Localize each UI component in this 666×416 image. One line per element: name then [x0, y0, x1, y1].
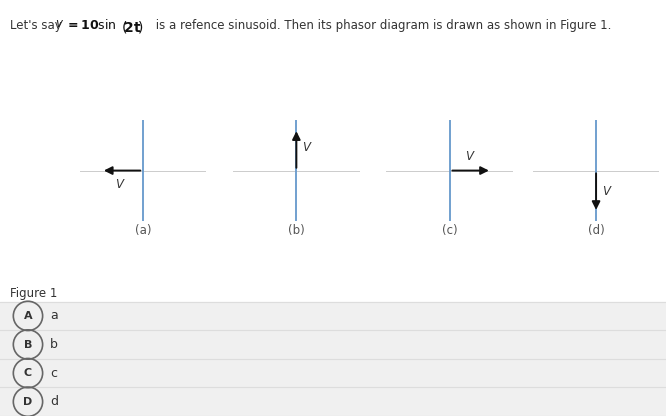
- Text: $\mathbf{\!\left(\!2t\!\right)}$: $\mathbf{\!\left(\!2t\!\right)}$: [122, 19, 144, 35]
- Text: (c): (c): [442, 224, 458, 237]
- Text: (a): (a): [135, 224, 151, 237]
- Text: A: A: [24, 311, 32, 321]
- Text: D: D: [23, 397, 33, 407]
- Text: $V$: $V$: [302, 141, 312, 154]
- Text: $V$: $V$: [466, 150, 476, 163]
- Text: b: b: [50, 338, 58, 351]
- Text: (d): (d): [587, 224, 605, 237]
- Text: $v$: $v$: [55, 17, 65, 30]
- Text: Figure 1: Figure 1: [10, 287, 57, 300]
- Text: a: a: [50, 310, 58, 322]
- Text: is a refence sinusoid. Then its phasor diagram is drawn as shown in Figure 1.: is a refence sinusoid. Then its phasor d…: [152, 19, 611, 32]
- Text: $V$: $V$: [601, 185, 612, 198]
- Text: $V$: $V$: [115, 178, 125, 191]
- Text: B: B: [24, 339, 32, 349]
- Text: C: C: [24, 368, 32, 378]
- Text: (b): (b): [288, 224, 305, 237]
- Text: c: c: [50, 366, 57, 379]
- Text: $\mathbf{=10\sin}$: $\mathbf{=10\sin}$: [65, 18, 116, 32]
- Text: Let's say: Let's say: [10, 19, 65, 32]
- Text: d: d: [50, 395, 58, 408]
